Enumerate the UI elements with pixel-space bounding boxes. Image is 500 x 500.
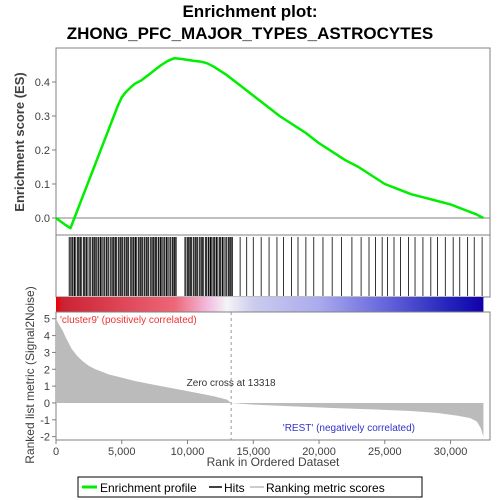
metric-y-tick-label: 5 — [44, 314, 50, 326]
metric-y-tick-label: 0 — [44, 398, 50, 410]
es-y-tick-label: 0.4 — [35, 77, 50, 89]
enrichment-profile-line — [55, 56, 484, 230]
es-y-tick-label: 0.3 — [35, 111, 50, 123]
legend-metric-label: Ranking metric scores — [266, 481, 385, 495]
zero-cross-label: Zero cross at 13318 — [187, 378, 276, 389]
metric-panel: -2 -1 0 1 2 3 4 5 'cluster9' (positively correl… — [23, 286, 491, 464]
positive-correlation-label: 'cluster9' (positively correlated) — [60, 315, 197, 326]
metric-y-tick-label: 1 — [44, 381, 50, 393]
x-tick-label: 0 — [53, 446, 59, 458]
chart-title-line1: Enrichment plot: — [182, 2, 317, 21]
metric-y-tick-label: -2 — [40, 432, 50, 444]
metric-y-tick-label: 3 — [44, 347, 50, 359]
hit-lines — [68, 237, 483, 296]
x-tick-label: 5,000 — [108, 446, 136, 458]
es-plot-area — [55, 47, 491, 236]
legend-enrichment-label: Enrichment profile — [100, 481, 197, 495]
metric-y-tick-label: 4 — [44, 331, 50, 343]
x-axis-label: Rank in Ordered Dataset — [207, 455, 340, 469]
es-panel: 0.0 0.1 0.2 0.3 0.4 Enrichment score (ES) — [12, 47, 491, 236]
negative-correlation-label: 'REST' (negatively correlated) — [283, 423, 415, 434]
metric-y-tick-label: -1 — [40, 415, 50, 427]
rank-color-bar — [56, 297, 484, 312]
legend-hits-label: Hits — [224, 481, 245, 495]
hits-panel — [55, 234, 491, 298]
legend: Enrichment profile Hits Ranking metric s… — [77, 476, 423, 498]
es-y-tick-label: 0.2 — [35, 145, 50, 157]
ranking-metric-area — [56, 318, 484, 437]
es-y-ticks: 0.0 0.1 0.2 0.3 0.4 — [35, 77, 56, 225]
es-y-tick-label: 0.1 — [35, 179, 50, 191]
metric-y-ticks: -2 -1 0 1 2 3 4 5 — [40, 314, 56, 444]
es-y-axis-label: Enrichment score (ES) — [12, 72, 27, 211]
x-tick-label: 15,000 — [236, 446, 270, 458]
metric-y-tick-label: 2 — [44, 364, 50, 376]
es-y-tick-label: 0.0 — [35, 213, 50, 225]
x-tick-label: 30,000 — [434, 446, 468, 458]
x-tick-label: 25,000 — [368, 446, 402, 458]
x-tick-label: 10,000 — [171, 446, 205, 458]
metric-plot-area — [55, 311, 491, 441]
chart-title-line2: ZHONG_PFC_MAJOR_TYPES_ASTROCYTES — [67, 24, 434, 43]
metric-y-axis-label: Ranked list metric (Signal2Noise) — [23, 286, 37, 463]
x-axis-ticks: 0 5,000 10,000 15,000 20,000 25,000 30,000 — [53, 440, 467, 458]
x-tick-label: 20,000 — [302, 446, 336, 458]
